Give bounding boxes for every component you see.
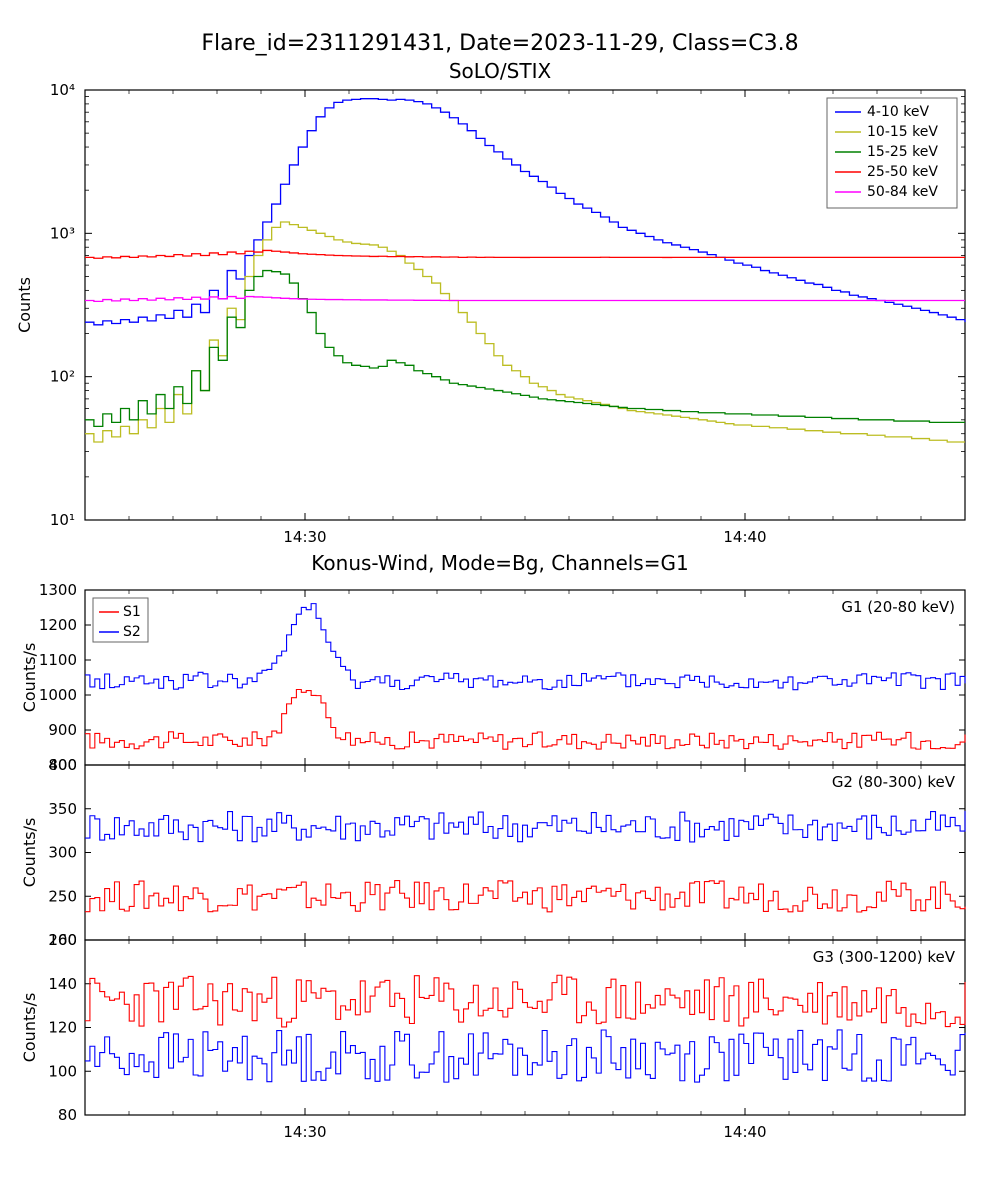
panel1-legend-item: 50-84 keV [867, 184, 938, 200]
subpanel-legend-item: S2 [123, 624, 141, 640]
panel1-series-green [85, 271, 965, 427]
panel1-series-red [85, 250, 965, 258]
subpanel-1-s2 [85, 811, 965, 842]
subpanel-ytick: 1100 [39, 651, 77, 669]
panel1-title: SoLO/STIX [449, 59, 552, 83]
subpanel-ytick: 300 [48, 844, 77, 862]
panel1-ytick: 10¹ [50, 511, 75, 529]
subpanel-ytick: 900 [48, 721, 77, 739]
panel1-ytick: 10³ [50, 224, 75, 242]
subpanel-0-s1 [85, 690, 965, 750]
subpanel-2-s1 [85, 975, 965, 1027]
panel1-legend-item: 25-50 keV [867, 164, 938, 180]
subpanel-ytick: 1200 [39, 616, 77, 634]
subpanel-ytick: 120 [48, 1019, 77, 1037]
panel1-frame [85, 90, 965, 520]
panel1-series-magenta [85, 297, 965, 302]
subpanel-ytick: 160 [48, 931, 77, 949]
panel1-series-olive [85, 222, 965, 442]
subpanel-xtick: 14:30 [283, 1123, 326, 1141]
subpanel-ytick: 100 [48, 1062, 77, 1080]
subpanel-ytick: 350 [48, 800, 77, 818]
panel1-xtick: 14:30 [283, 528, 326, 546]
panel1-ylabel: Counts [15, 277, 34, 333]
subpanel-ytick: 1000 [39, 686, 77, 704]
panel1-legend-item: 4-10 keV [867, 104, 929, 120]
subpanel-xtick: 14:40 [723, 1123, 766, 1141]
panel1-series-blue [85, 99, 965, 325]
subpanel-label: G1 (20-80 keV) [841, 598, 955, 616]
panel1-ytick: 10⁴ [50, 81, 75, 99]
subpanel-ylabel: Counts/s [20, 643, 39, 713]
subpanel-ylabel: Counts/s [20, 993, 39, 1063]
subpanel-frame-0 [85, 590, 965, 765]
figure: Flare_id=2311291431, Date=2023-11-29, Cl… [0, 0, 1000, 1200]
subpanel-label: G2 (80-300) keV [832, 773, 956, 791]
chart-svg: Flare_id=2311291431, Date=2023-11-29, Cl… [0, 0, 1000, 1200]
panel1-legend-item: 10-15 keV [867, 124, 938, 140]
subpanel-ytick: 80 [58, 1106, 77, 1124]
panel1-ytick: 10² [50, 368, 75, 386]
subpanel-frame-1 [85, 765, 965, 940]
subpanel-ytick: 140 [48, 975, 77, 993]
subpanel-ytick: 1300 [39, 581, 77, 599]
subpanel-ytick: 400 [48, 756, 77, 774]
panel2-title: Konus-Wind, Mode=Bg, Channels=G1 [311, 551, 688, 575]
subpanel-label: G3 (300-1200) keV [813, 948, 956, 966]
panel1-xtick: 14:40 [723, 528, 766, 546]
subpanel-0-s2 [85, 604, 965, 690]
subpanel-legend-item: S1 [123, 604, 141, 620]
panel1-legend-item: 15-25 keV [867, 144, 938, 160]
subpanel-1-s1 [85, 881, 965, 912]
subpanel-2-s2 [85, 1030, 965, 1082]
subpanel-frame-2 [85, 940, 965, 1115]
suptitle: Flare_id=2311291431, Date=2023-11-29, Cl… [201, 31, 798, 56]
subpanel-ytick: 250 [48, 887, 77, 905]
subpanel-ylabel: Counts/s [20, 818, 39, 888]
